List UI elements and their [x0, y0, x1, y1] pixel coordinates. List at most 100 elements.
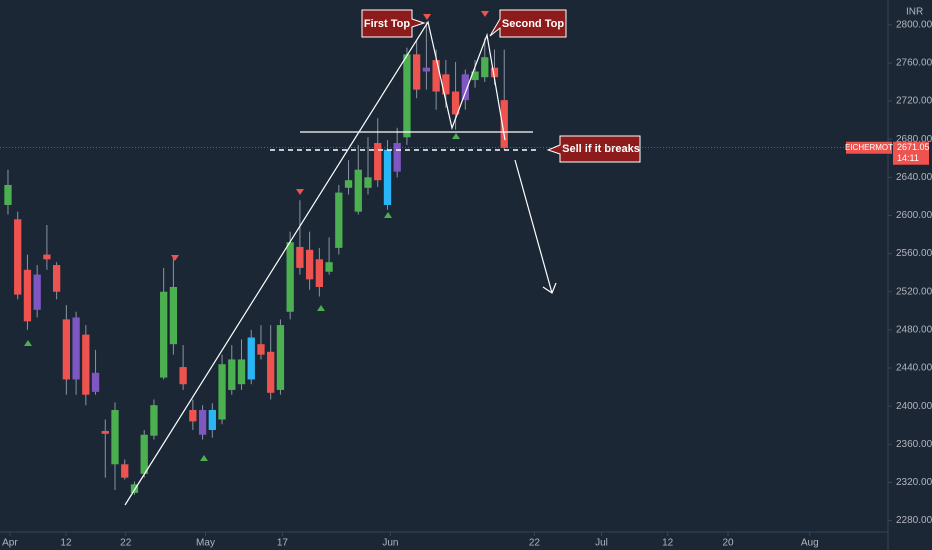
candle-body	[82, 334, 90, 395]
candle-body	[189, 409, 197, 422]
y-tick-label: 2680.00	[896, 134, 932, 145]
candle-body	[481, 57, 489, 78]
y-tick-label: 2800.00	[896, 19, 932, 30]
x-tick-label: 12	[60, 538, 72, 549]
callout-box	[361, 9, 426, 38]
candle-body	[296, 246, 304, 268]
candle-body	[422, 67, 431, 72]
x-tick-label: Jul	[595, 538, 608, 549]
candle-body	[286, 242, 294, 312]
x-tick-label: 22	[120, 538, 132, 549]
candle-body	[72, 317, 80, 380]
y-tick-label: 2480.00	[896, 325, 932, 336]
candle-body	[14, 219, 22, 295]
candle-body	[208, 409, 216, 430]
candle-body	[461, 74, 469, 101]
candle-body	[121, 464, 129, 478]
candle-body	[140, 434, 148, 474]
candle-body	[442, 74, 450, 95]
candle-body	[23, 269, 32, 322]
candle-body	[228, 359, 236, 390]
candle-body	[471, 71, 479, 81]
signal-up	[317, 305, 325, 311]
signal-down	[423, 14, 431, 20]
x-tick-label: 20	[722, 538, 734, 549]
y-tick-label: 2640.00	[896, 172, 932, 183]
x-tick-label: 12	[662, 538, 674, 549]
candle-body	[257, 344, 265, 355]
callout-box	[489, 9, 567, 38]
y-tick-label: 2560.00	[896, 248, 932, 259]
signal-up	[452, 133, 460, 139]
candle-body	[305, 249, 314, 280]
candle-body	[374, 143, 382, 181]
countdown-label: 14:11	[897, 153, 919, 163]
pattern-line	[124, 20, 506, 506]
candle-body	[383, 149, 392, 205]
signal-up	[200, 455, 208, 461]
candle-body	[490, 67, 499, 78]
candle-body	[500, 100, 508, 148]
signals	[24, 11, 489, 461]
arrow-head	[542, 282, 557, 294]
candle-body	[364, 177, 372, 188]
y-tick-label: 2280.00	[896, 515, 932, 526]
x-tick-label: Aug	[801, 538, 819, 549]
candle-body	[432, 60, 440, 92]
y-tick-label: 2400.00	[896, 401, 932, 412]
y-tick-label: 2520.00	[896, 286, 932, 297]
x-tick-label: 17	[277, 538, 289, 549]
candle-body	[160, 291, 168, 378]
candle-body	[91, 372, 100, 392]
candle-body	[413, 54, 421, 90]
candle-body	[335, 192, 343, 248]
candle-body	[179, 367, 187, 385]
symbol-label: EICHERMOT	[845, 143, 893, 152]
unit-label: INR	[906, 7, 923, 18]
signal-down	[296, 189, 304, 195]
candle-body	[315, 259, 324, 287]
x-tick-label: Apr	[2, 538, 18, 549]
callout-box	[546, 135, 641, 163]
candle-body	[62, 319, 71, 380]
candle-body	[451, 91, 460, 115]
y-tick-label: 2440.00	[896, 363, 932, 374]
price-badge	[893, 141, 929, 165]
callout-text: First Top	[364, 18, 411, 30]
x-tick-label: Jun	[382, 538, 398, 549]
x-tick-label: 22	[529, 538, 541, 549]
candle-body	[33, 274, 41, 310]
symbol-badge	[846, 141, 892, 154]
x-tick-label: May	[196, 538, 215, 549]
candle-body	[169, 286, 178, 345]
candle-body	[43, 254, 51, 260]
candle-body	[130, 484, 139, 493]
y-tick-label: 2600.00	[896, 210, 932, 221]
plot	[4, 21, 508, 495]
signal-down	[481, 11, 489, 17]
signal-down	[171, 255, 179, 261]
candle-body	[237, 359, 246, 385]
candle-body	[276, 325, 285, 390]
y-tick-label: 2360.00	[896, 439, 932, 450]
candle-body	[198, 409, 207, 435]
y-tick-label: 2760.00	[896, 58, 932, 69]
projection-arrow	[514, 159, 553, 294]
candle-body	[4, 184, 12, 205]
candle-body	[403, 54, 411, 138]
last-price-label: 2671.05	[897, 142, 930, 152]
y-tick-label: 2320.00	[896, 477, 932, 488]
callouts: First Top Second Top Sell if it breaks	[361, 9, 641, 163]
signal-up	[384, 212, 392, 218]
signal-up	[24, 340, 32, 346]
candle-body	[150, 405, 158, 436]
candle-body	[325, 262, 333, 272]
candle-body	[52, 265, 61, 292]
candle-body	[218, 364, 226, 420]
candle-body	[354, 169, 362, 212]
candle-body	[101, 430, 109, 434]
candle-body	[344, 180, 353, 188]
candle-body	[267, 351, 275, 393]
candle-body	[393, 143, 401, 172]
